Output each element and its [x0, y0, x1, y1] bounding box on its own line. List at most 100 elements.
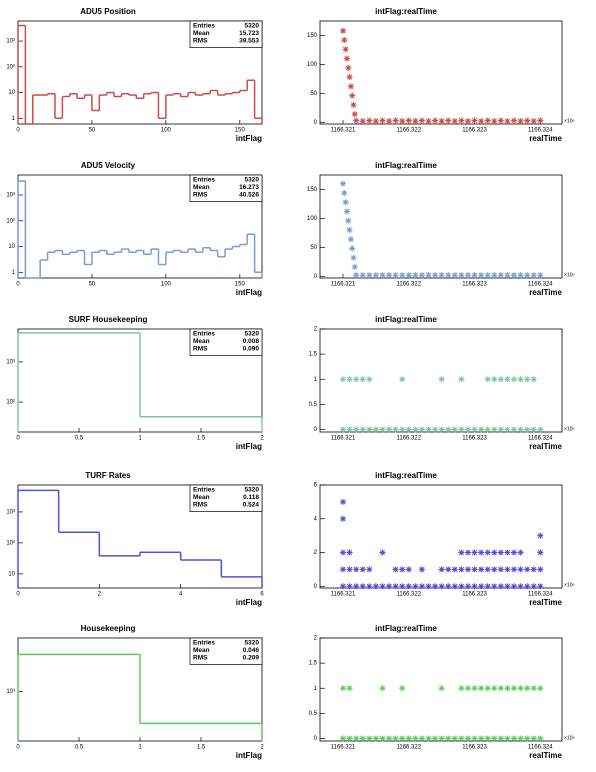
- scatter-point: [484, 583, 491, 590]
- x-tick-label: 150: [235, 128, 246, 134]
- x-tick-label: 0.5: [75, 745, 84, 751]
- scatter-point: [464, 426, 471, 433]
- scatter-point: [340, 180, 347, 187]
- stats-value: 0.008: [243, 338, 260, 345]
- scatter-point: [484, 426, 491, 433]
- stats-value: 16.273: [239, 184, 259, 191]
- scatter-point: [379, 272, 386, 279]
- scatter-point: [366, 566, 373, 573]
- stats-label: Entries: [193, 487, 215, 494]
- stats-value: 0.118: [243, 494, 259, 501]
- y-tick-label: 10³: [6, 193, 15, 199]
- scatter-point: [379, 117, 386, 124]
- scatter-point: [340, 426, 347, 433]
- scatter-point: [445, 117, 452, 124]
- scatter-point: [372, 583, 379, 590]
- scatter-point: [340, 735, 347, 742]
- scatter-point: [517, 549, 524, 556]
- scatter-point: [445, 583, 452, 590]
- x-tick-label: 1.5: [197, 436, 206, 442]
- stats-label: RMS: [193, 502, 208, 509]
- chart-title: intFlag:realTime: [375, 471, 437, 480]
- scatter-point: [497, 272, 504, 279]
- scatter-point: [464, 685, 471, 692]
- stats-value: 5320: [245, 487, 260, 494]
- stats-label: Mean: [193, 647, 210, 654]
- scatter-point: [345, 217, 352, 224]
- scatter-point: [458, 735, 465, 742]
- scatter-point: [386, 735, 393, 742]
- scatter-point: [497, 583, 504, 590]
- y-tick-label: 1: [314, 377, 318, 383]
- scatter-point: [445, 735, 452, 742]
- scatter-point: [491, 735, 498, 742]
- scatter-point: [537, 566, 544, 573]
- scatter-point: [425, 735, 432, 742]
- scatter-point: [530, 376, 537, 383]
- scatter-point: [445, 566, 452, 573]
- scatter-point: [451, 426, 458, 433]
- scatter-point: [405, 735, 412, 742]
- scatter-point: [451, 735, 458, 742]
- scatter-point: [504, 566, 511, 573]
- stats-label: Entries: [193, 23, 215, 30]
- scatter-point: [359, 376, 366, 383]
- scatter-point: [425, 118, 432, 125]
- scatter-point: [341, 37, 348, 44]
- scatter-point: [478, 549, 485, 556]
- scatter-point: [464, 735, 471, 742]
- scatter-point: [478, 566, 485, 573]
- scatter-point: [510, 583, 517, 590]
- scatter-point: [432, 117, 439, 124]
- y-tick-label: 10³: [6, 510, 15, 516]
- scatter-point: [340, 685, 347, 692]
- scatter-point: [451, 566, 458, 573]
- scatter-point: [458, 549, 465, 556]
- x-tick-label: 1166.321: [331, 745, 356, 751]
- scatter-point: [471, 583, 478, 590]
- x-tick-label: 1166.321: [331, 282, 356, 288]
- y-tick-label: 1.5: [309, 661, 318, 667]
- stats-box: [189, 637, 263, 665]
- x-tick-label: 6: [260, 592, 264, 598]
- scatter-point: [471, 272, 478, 279]
- scatter-point: [405, 272, 412, 279]
- scatter-point: [399, 272, 406, 279]
- scatter-point: [432, 272, 439, 279]
- scatter-point: [425, 272, 432, 279]
- scatter-point: [353, 272, 360, 279]
- x-tick-label: 2: [98, 592, 102, 598]
- x-tick-label: 0: [16, 745, 20, 751]
- scatter-point: [399, 118, 406, 125]
- scatter-point: [353, 376, 360, 383]
- x-tick-label: 2: [260, 745, 264, 751]
- scatter-point: [349, 245, 356, 252]
- scatter-point: [418, 583, 425, 590]
- x-tick-label: 50: [89, 282, 96, 288]
- scatter-point: [537, 272, 544, 279]
- scatter-point: [386, 583, 393, 590]
- scatter-point: [510, 549, 517, 556]
- y-tick-label: 10²: [6, 64, 15, 70]
- x-axis-label: realTime: [529, 751, 562, 760]
- scatter-point: [464, 583, 471, 590]
- x-axis-label: intFlag: [236, 598, 262, 607]
- scatter-point: [438, 735, 445, 742]
- scatter-point: [359, 735, 366, 742]
- stats-value: 0.046: [243, 647, 260, 654]
- scatter-point: [504, 735, 511, 742]
- scatter-point: [510, 566, 517, 573]
- scatter-point: [458, 376, 465, 383]
- x-tick-label: 1.5: [197, 745, 206, 751]
- scatter-point: [347, 83, 354, 90]
- scatter-point: [504, 685, 511, 692]
- scatter-point: [340, 498, 347, 505]
- scatter-point: [405, 566, 412, 573]
- scatter-point: [504, 118, 511, 125]
- x-axis-label: intFlag: [236, 751, 262, 760]
- scatter-point: [524, 566, 531, 573]
- y-tick-label: 4: [314, 516, 318, 522]
- y-tick-label: 0.5: [309, 402, 318, 408]
- scatter-point: [350, 101, 357, 108]
- scatter-point: [491, 272, 498, 279]
